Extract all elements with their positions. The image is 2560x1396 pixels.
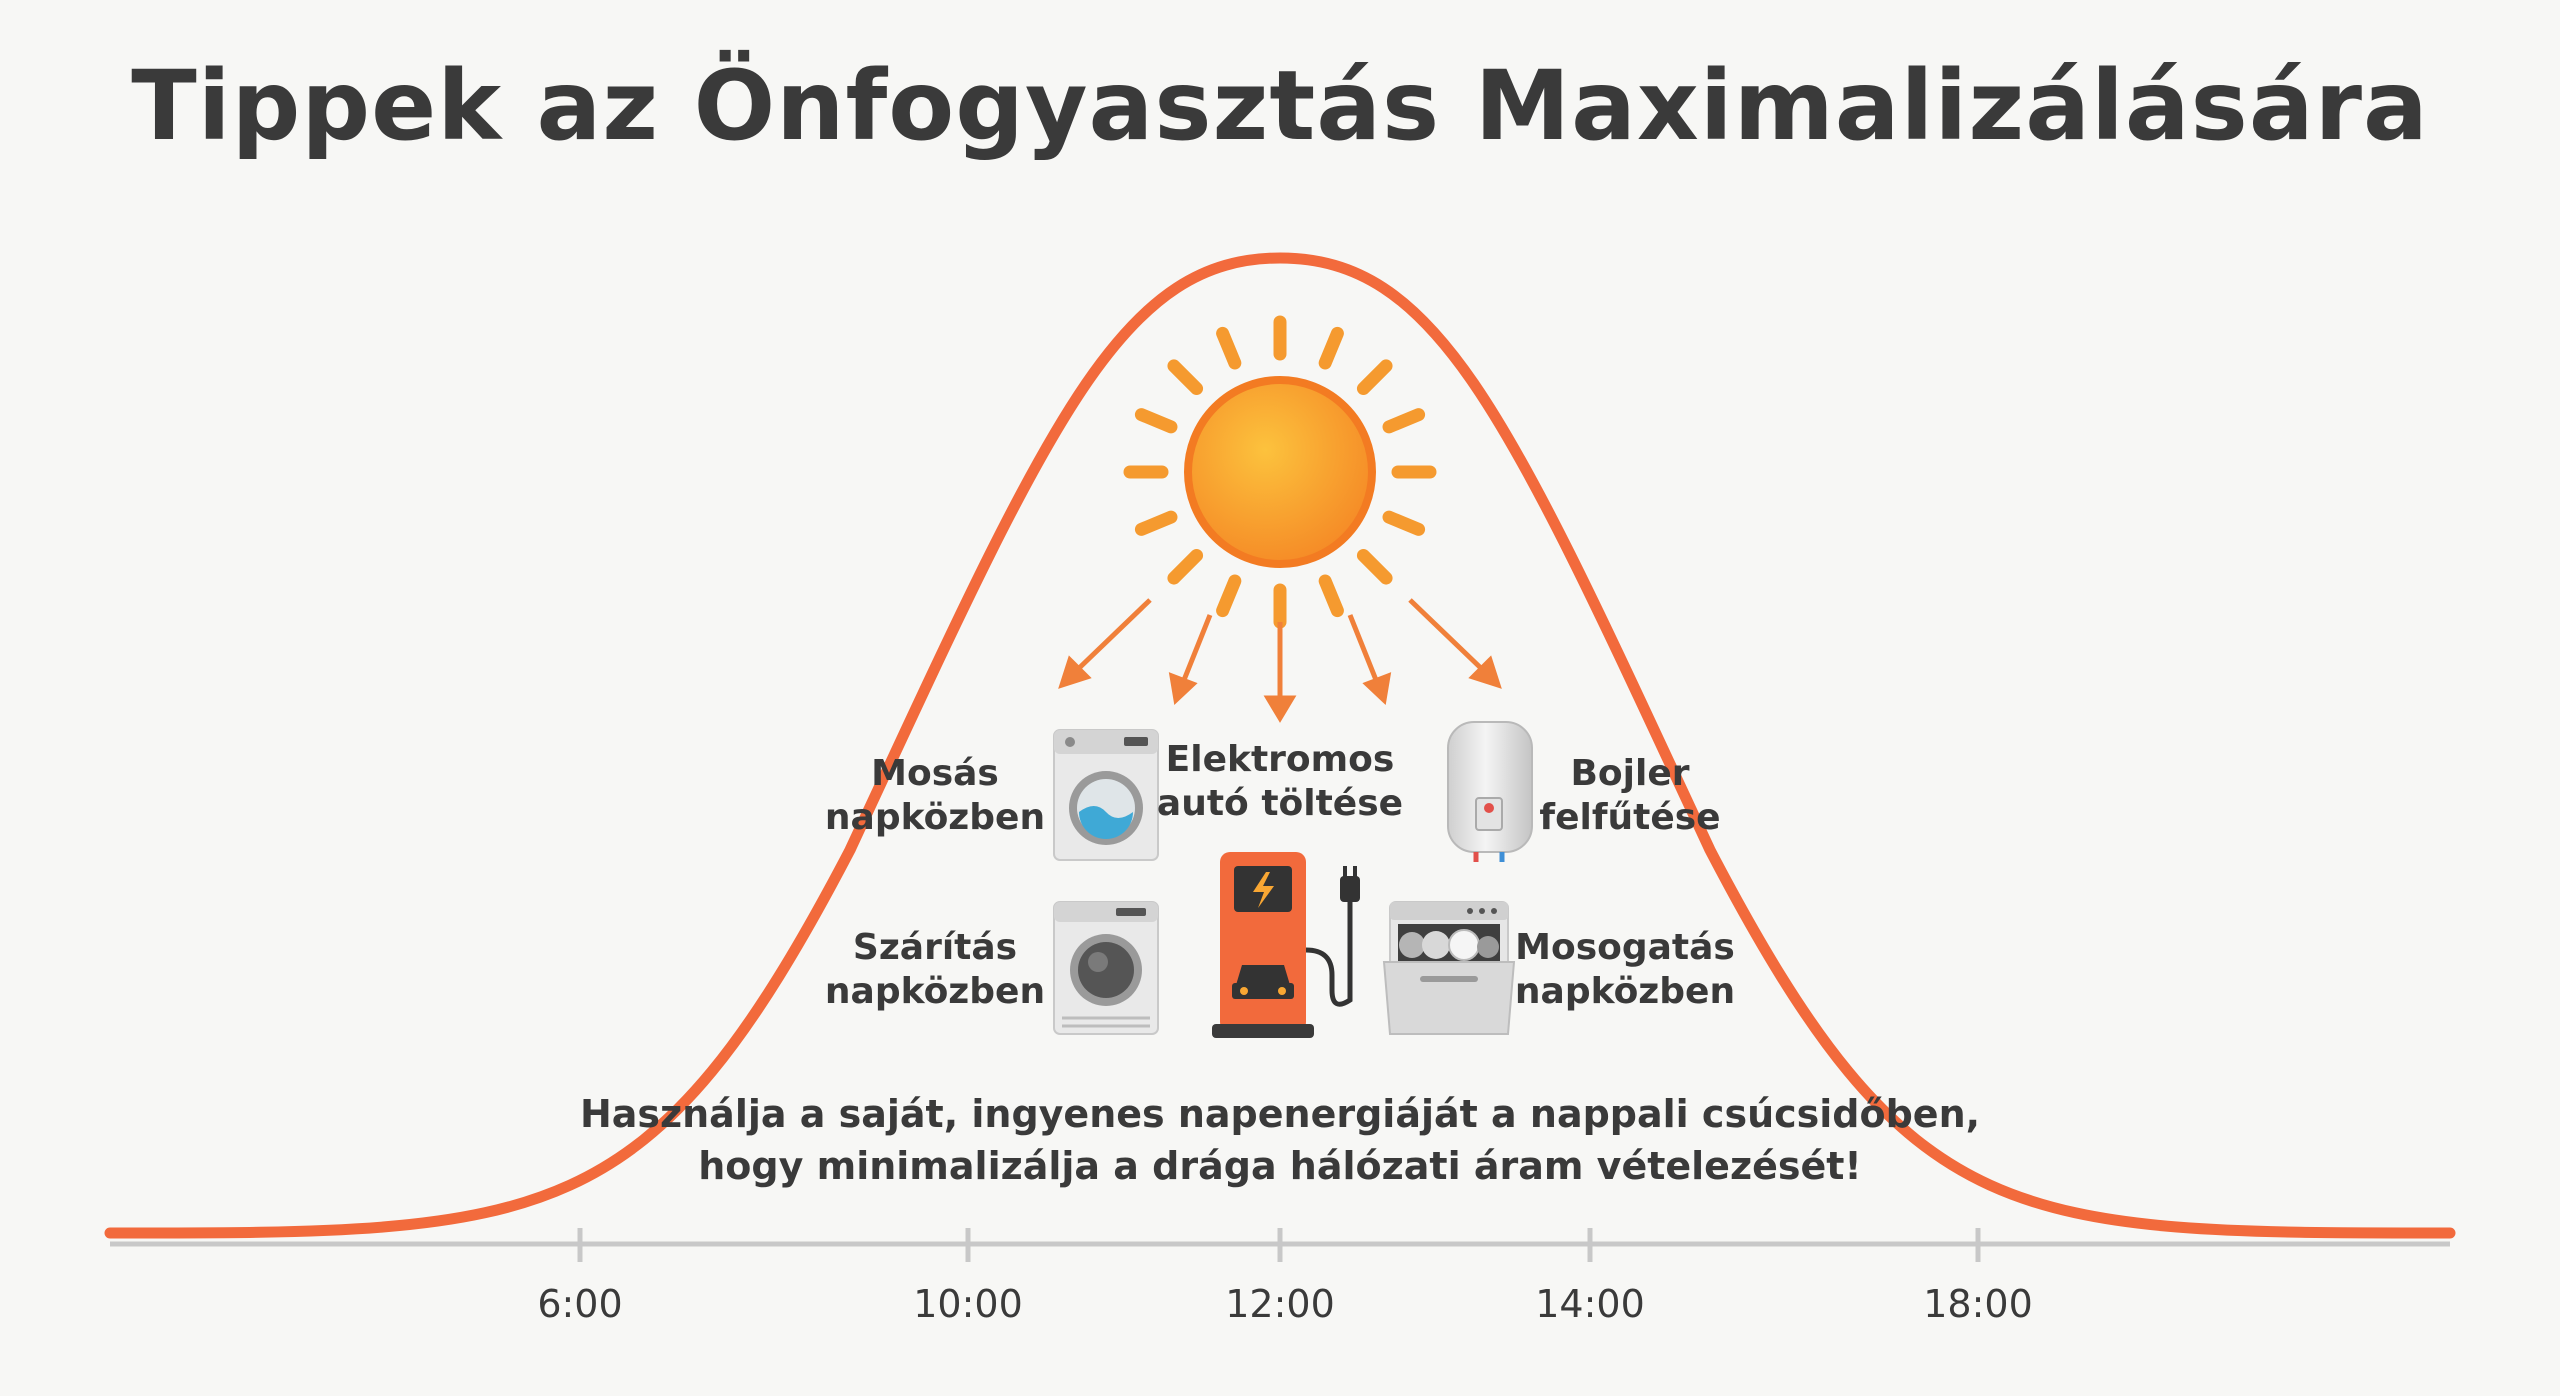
sun-icon — [1123, 315, 1437, 629]
tip-washing-label: Mosás napközben — [824, 753, 1046, 838]
dishwasher-icon — [1382, 901, 1516, 1035]
tip-ev-charging-label: Elektromos autó töltése — [1156, 739, 1404, 824]
solar-production-curve — [104, 252, 2456, 1239]
tick-label-18: 18:00 — [1923, 1282, 2033, 1326]
page-title: Tippek az Önfogyasztás Maximalizálására — [131, 50, 2429, 162]
sun-arrows — [1058, 598, 1502, 723]
sun-ray — [1382, 408, 1426, 434]
tip-boiler-label: Bojler felfűtése — [1539, 753, 1721, 838]
water-heater-icon — [1447, 721, 1533, 862]
sun-ray — [1167, 359, 1204, 396]
sun-ray — [1318, 574, 1344, 618]
washing-machine-icon — [1053, 729, 1159, 861]
sun-ray — [1318, 326, 1344, 370]
sun-ray — [1382, 510, 1426, 536]
sun-ray — [1356, 548, 1393, 585]
axis-ticks — [577, 1228, 1981, 1262]
tip-dishwasher-label: Mosogatás napközben — [1514, 927, 1736, 1012]
dryer-icon — [1053, 901, 1159, 1035]
sun-ray — [1167, 548, 1204, 585]
tick-label-12: 12:00 — [1225, 1282, 1335, 1326]
tick-label-10: 10:00 — [913, 1282, 1023, 1326]
sun-ray — [1134, 408, 1178, 434]
tick-label-6: 6:00 — [537, 1282, 623, 1326]
tick-label-14: 14:00 — [1535, 1282, 1645, 1326]
sun-ray — [1134, 510, 1178, 536]
sun-ray — [1216, 326, 1242, 370]
sun-ray — [1356, 359, 1393, 396]
ev-charger-icon — [1212, 852, 1360, 1038]
sun-ray — [1216, 574, 1242, 618]
tip-drying-label: Szárítás napközben — [824, 927, 1046, 1012]
advice-message: Használja a saját, ingyenes napenergiájá… — [579, 1092, 1981, 1188]
